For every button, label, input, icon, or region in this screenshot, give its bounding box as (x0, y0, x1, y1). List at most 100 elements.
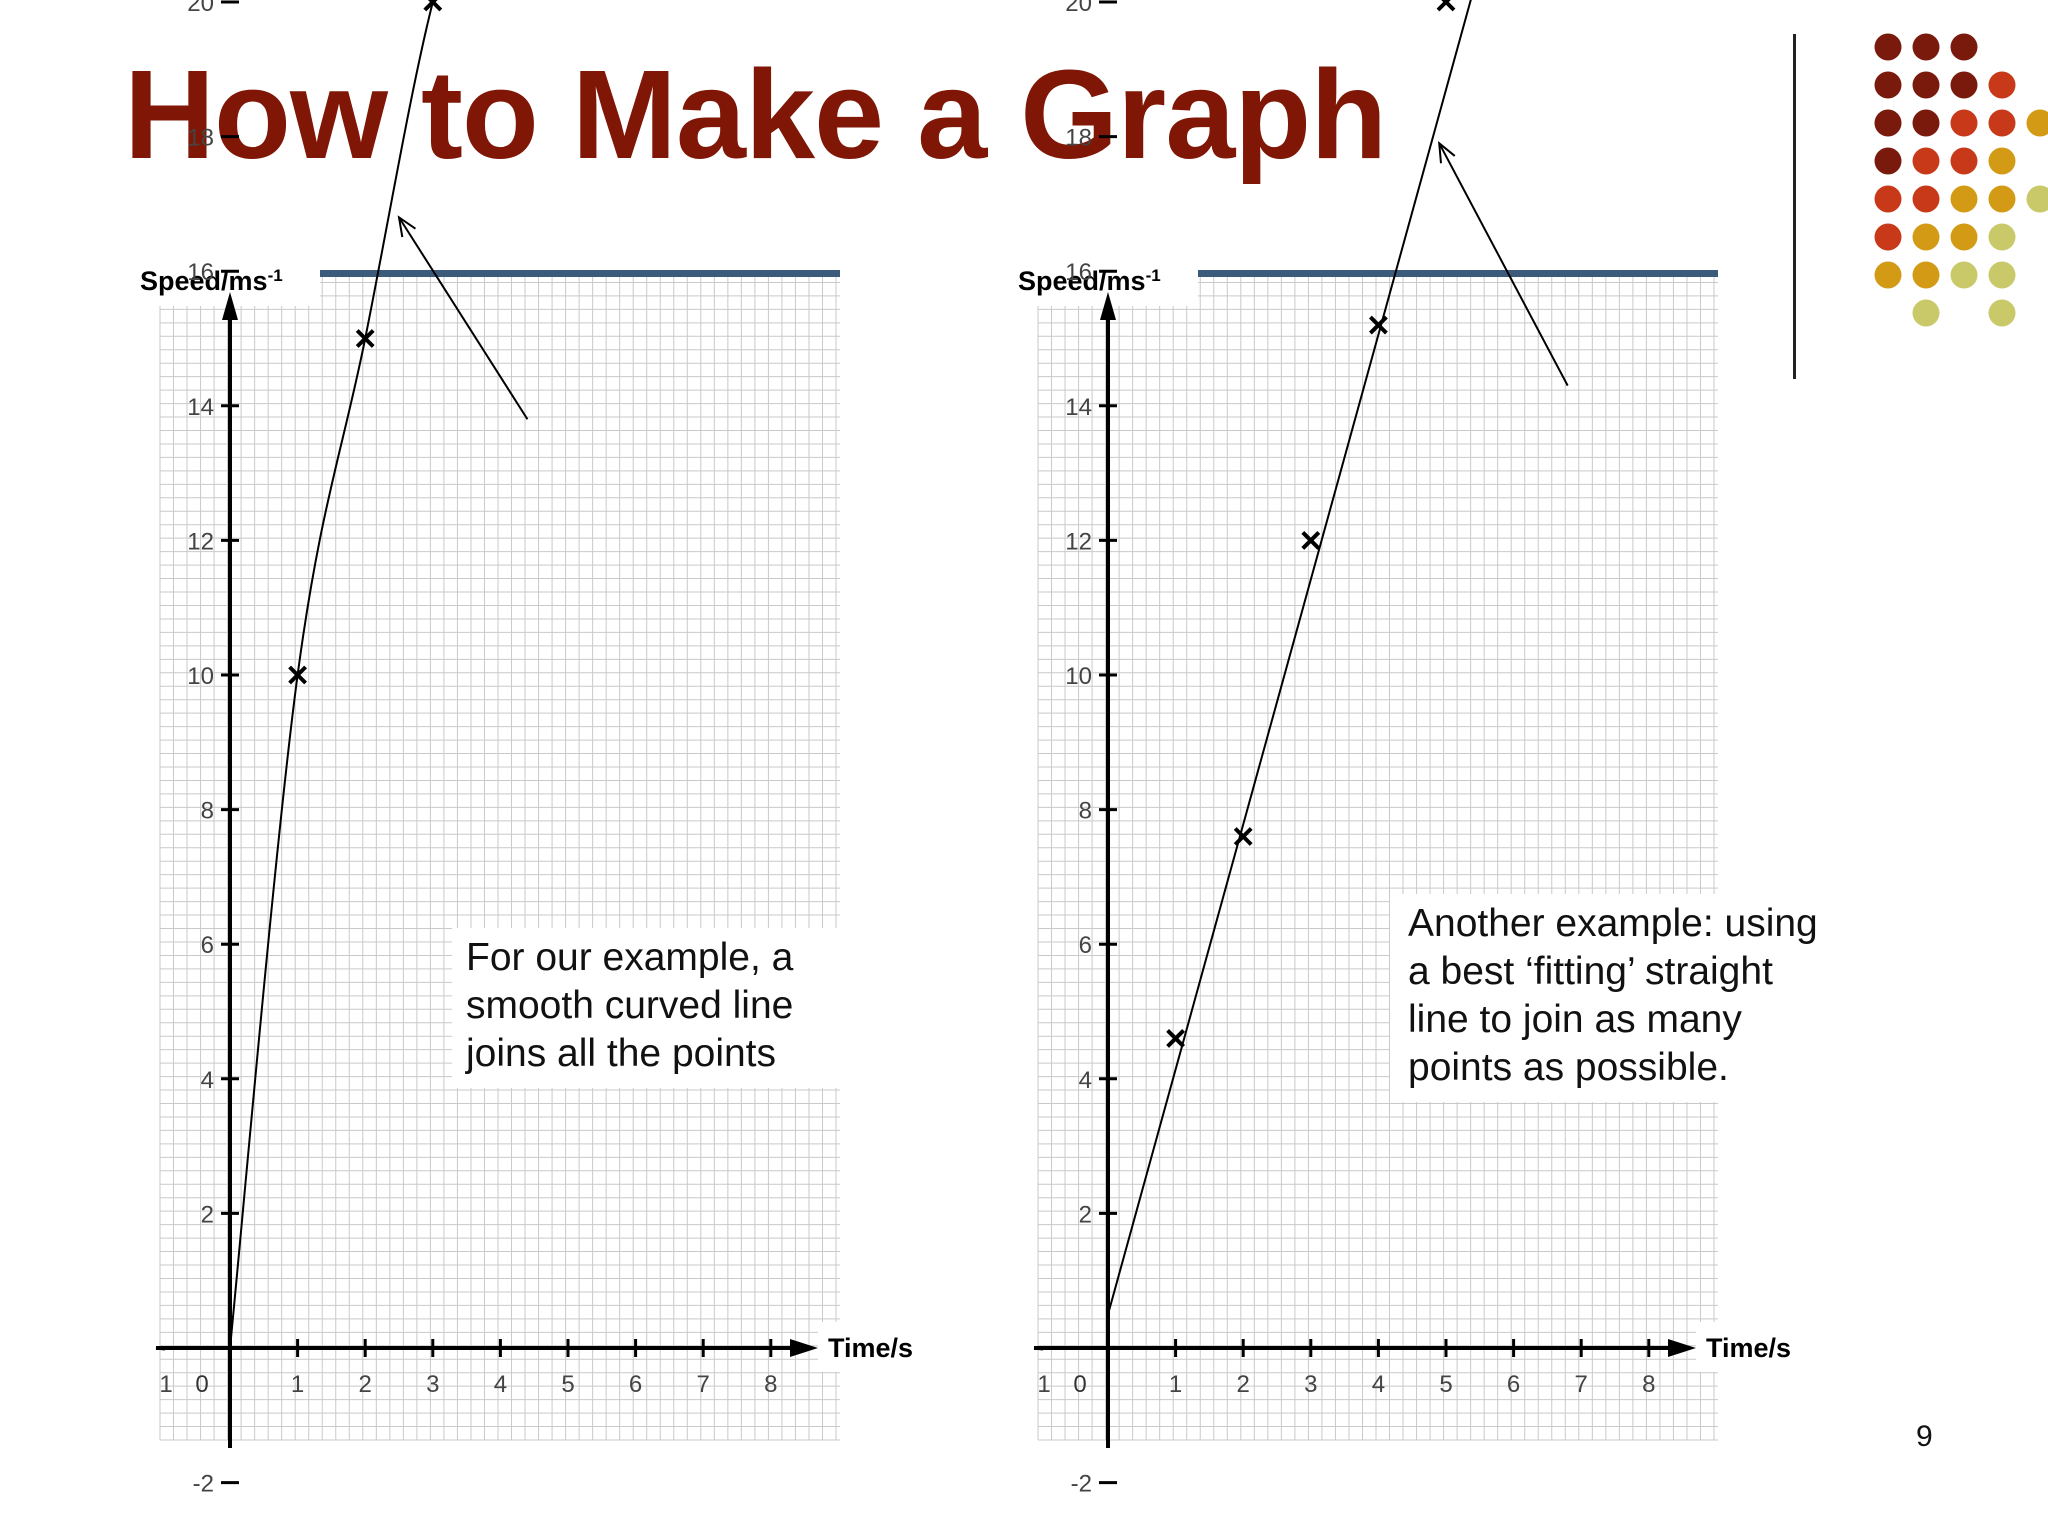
y-tick-label: 20 (1065, 0, 1092, 17)
decorative-dot (1912, 261, 1940, 289)
x-tick-label: 8 (764, 1371, 777, 1398)
y-tick-label: 18 (1065, 125, 1092, 152)
decorative-dot (1950, 33, 1978, 61)
x-tick-label: 4 (1372, 1371, 1385, 1398)
y-tick-label: 12 (187, 528, 214, 555)
data-point (1368, 315, 1388, 335)
decorative-dot (1874, 71, 1902, 99)
data-point-stroke (355, 329, 375, 348)
page-number: 9 (1916, 1420, 1933, 1453)
chart-straight-fit: Speed/ms-1Time/s-20246810121416182022242… (1008, 0, 1846, 1498)
decorative-dot-pattern (1874, 33, 2048, 327)
data-point-stroke (1233, 827, 1253, 846)
x-tick-label: 1 (159, 1371, 172, 1398)
decorative-dot (1912, 109, 1940, 137)
y-tick-label: 6 (1079, 932, 1092, 959)
decorative-dot (2026, 109, 2048, 137)
y-tick-label: -2 (193, 1471, 214, 1498)
decorative-dot (1874, 223, 1902, 251)
y-tick-label: 16 (187, 259, 214, 286)
decorative-dot (1988, 223, 2016, 251)
x-tick-label: 7 (1575, 1371, 1588, 1398)
y-tick-label: 10 (1065, 663, 1092, 690)
y-tick-label: -2 (1071, 1471, 1092, 1498)
decorative-dot (1874, 185, 1902, 213)
y-tick-label: 10 (187, 663, 214, 690)
x-tick (1033, 1346, 1044, 1351)
x-tick-label: 5 (1439, 1371, 1452, 1398)
decorative-dot (1988, 71, 2016, 99)
decorative-dot (1874, 33, 1902, 61)
x-tick-label: 7 (697, 1371, 710, 1398)
data-point-stroke (288, 665, 308, 685)
x-tick-label: 1 (1169, 1371, 1182, 1398)
x-tick-label: 1 (291, 1371, 304, 1398)
decorative-dot (1874, 147, 1902, 175)
x-tick-label: 4 (494, 1371, 507, 1398)
y-tick-label: 0 (1073, 1371, 1086, 1398)
x-axis-arrow (1668, 1339, 1696, 1357)
y-tick-label: 2 (201, 1201, 214, 1228)
chart-curved-fit: Speed/ms-1Time/s-20246810121416182022242… (130, 0, 968, 1498)
y-axis-label: Speed/ms-1 (1018, 266, 1161, 297)
y-tick-label: 14 (187, 394, 214, 421)
y-tick-label: 2 (1079, 1201, 1092, 1228)
decorative-dot (1950, 147, 1978, 175)
data-point (355, 329, 375, 348)
x-axis-arrow (790, 1339, 818, 1357)
data-point (1233, 827, 1253, 846)
decorative-dot (1950, 185, 1978, 213)
grid (1037, 270, 1718, 1441)
y-tick-label: 8 (201, 798, 214, 825)
decorative-dot (1912, 299, 1940, 327)
callout-arrow-head (397, 215, 417, 238)
decorative-dot (2026, 185, 2048, 213)
decorative-dot (1950, 71, 1978, 99)
ylabel-backdrop (130, 258, 320, 306)
fit-curve (229, 0, 435, 1349)
callout-arrow (398, 216, 529, 420)
data-point-stroke (1166, 1029, 1186, 1048)
ylabel-backdrop (1008, 258, 1198, 306)
data-point (423, 0, 443, 12)
decorative-dot (1950, 223, 1978, 251)
decorative-dot (1912, 71, 1940, 99)
y-tick-label: 8 (1079, 798, 1092, 825)
decorative-dot (1912, 223, 1940, 251)
y-tick-label: 6 (201, 932, 214, 959)
callout-curved-line: For our example, a smooth curved line jo… (452, 928, 856, 1088)
grid (159, 270, 840, 1441)
decorative-dot (1988, 109, 2016, 137)
y-tick-label: 0 (195, 1371, 208, 1398)
fit-line (1107, 0, 1472, 1315)
decorative-dot (1874, 109, 1902, 137)
decorative-dot (1988, 261, 2016, 289)
data-point (288, 665, 308, 685)
data-point (1166, 1029, 1186, 1048)
x-tick-label: 1 (1037, 1371, 1050, 1398)
decorative-dot (1912, 33, 1940, 61)
data-point-stroke (1436, 0, 1451, 12)
data-point (1436, 0, 1456, 12)
x-tick-label: 8 (1642, 1371, 1655, 1398)
data-point-stroke (1301, 530, 1321, 550)
callout-arrow (1438, 142, 1569, 387)
y-tick-label: 14 (1065, 394, 1092, 421)
x-tick-label: 3 (426, 1371, 439, 1398)
decorative-dot (1912, 185, 1940, 213)
x-tick-label: 6 (629, 1371, 642, 1398)
decorative-dot (1988, 299, 2016, 327)
y-tick-label: 18 (187, 125, 214, 152)
x-tick-label: 3 (1304, 1371, 1317, 1398)
y-tick-label: 20 (187, 0, 214, 17)
y-axis-arrow (1100, 292, 1116, 320)
x-tick-label: 2 (1237, 1371, 1250, 1398)
decorative-dot (1950, 261, 1978, 289)
data-point-stroke (423, 0, 438, 12)
x-axis-label: Time/s (1706, 1333, 1791, 1363)
y-axis-arrow (222, 292, 238, 320)
callout-best-fit-line: Another example: using a best ‘fitting’ … (1390, 894, 1838, 1102)
vertical-divider (1793, 34, 1796, 379)
y-tick-label: 16 (1065, 259, 1092, 286)
decorative-dot (1912, 147, 1940, 175)
